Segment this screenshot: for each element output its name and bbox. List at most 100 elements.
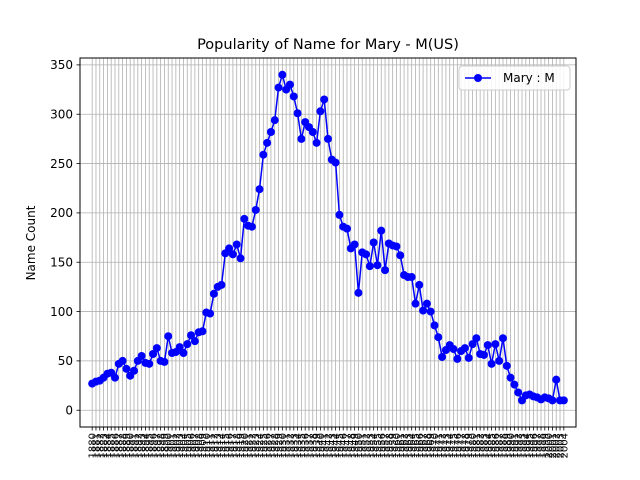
x-tick-label: 1975 <box>449 433 460 458</box>
legend-box <box>458 65 571 91</box>
x-tick-label: 1961 <box>396 433 407 458</box>
x-tick-label: 2003 <box>556 433 567 458</box>
y-tick-label: 300 <box>50 107 73 121</box>
data-point <box>270 116 279 125</box>
data-point <box>316 107 325 116</box>
x-tick-label: 1970 <box>430 433 441 458</box>
x-tick-label: 1978 <box>460 433 471 458</box>
data-point <box>552 375 561 384</box>
x-tick-label: 1994 <box>521 433 532 458</box>
x-tick-label: 1898 <box>156 433 167 458</box>
x-tick-label: 1989 <box>502 433 513 458</box>
x-tick-label: 1914 <box>217 433 228 458</box>
x-tick-label: 1972 <box>438 433 449 458</box>
x-tick-label: 1957 <box>381 433 392 458</box>
x-tick-label: 1974 <box>445 433 456 458</box>
data-point <box>419 306 428 315</box>
data-point <box>209 289 218 298</box>
x-tick-label: 1998 <box>537 433 548 458</box>
x-tick-label: 1896 <box>149 433 160 458</box>
y-tick-label: 350 <box>50 58 73 72</box>
data-point <box>145 359 154 368</box>
x-tick-label: 1933 <box>289 433 300 458</box>
x-tick-label: 1964 <box>407 433 418 458</box>
x-tick-label: 1881 <box>91 433 102 458</box>
series-layer <box>88 70 568 405</box>
x-tick-label: 1891 <box>130 433 141 458</box>
x-tick-label: 1904 <box>179 433 190 458</box>
y-tick-label: 0 <box>65 403 73 417</box>
data-point <box>232 240 241 249</box>
x-tick-label: 1954 <box>369 433 380 458</box>
data-point <box>187 331 196 340</box>
x-tick-label: 1893 <box>137 433 148 458</box>
x-tick-label: 1940 <box>316 433 327 458</box>
y-tick-label: 50 <box>58 354 73 368</box>
x-tick-label: 1928 <box>270 433 281 458</box>
data-point <box>362 250 371 259</box>
axis-ticks: 0501001502002503003501880188118821883188… <box>50 58 570 458</box>
x-tick-label: 1947 <box>343 433 354 458</box>
x-tick-label: 1931 <box>282 433 293 458</box>
data-point <box>392 242 401 251</box>
x-tick-label: 1906 <box>187 433 198 458</box>
data-point <box>506 373 515 382</box>
data-point <box>350 240 359 249</box>
x-tick-label: 1969 <box>426 433 437 458</box>
x-tick-label: 1968 <box>422 433 433 458</box>
data-point <box>206 309 215 318</box>
data-point <box>502 361 511 370</box>
data-point <box>190 337 199 346</box>
x-tick-label: 1939 <box>312 433 323 458</box>
data-point <box>514 388 523 397</box>
data-point <box>548 396 557 405</box>
data-point <box>396 251 405 260</box>
x-tick-label: 1894 <box>141 433 152 458</box>
x-tick-label: 1993 <box>517 433 528 458</box>
x-tick-label: 1982 <box>476 433 487 458</box>
x-tick-label: 1916 <box>225 433 236 458</box>
data-point <box>483 341 492 350</box>
x-tick-label: 1956 <box>377 433 388 458</box>
x-tick-label: 1960 <box>392 433 403 458</box>
x-tick-label: 1991 <box>510 433 521 458</box>
data-point <box>160 357 169 366</box>
data-point <box>240 214 249 223</box>
x-tick-label: 1927 <box>266 433 277 458</box>
data-point <box>415 280 424 289</box>
data-point <box>495 356 504 365</box>
plot-area-frame <box>79 57 577 428</box>
x-tick-label: 1934 <box>293 433 304 458</box>
data-point <box>274 83 283 92</box>
data-point <box>369 238 378 247</box>
y-tick-label: 250 <box>50 157 73 171</box>
x-tick-label: 1995 <box>525 433 536 458</box>
data-point <box>259 150 268 159</box>
x-tick-label: 1917 <box>228 433 239 458</box>
x-tick-label: 1949 <box>350 433 361 458</box>
data-point <box>122 364 131 373</box>
x-tick-label: 1965 <box>411 433 422 458</box>
data-point <box>373 261 382 270</box>
data-point <box>343 224 352 233</box>
data-point <box>430 321 439 330</box>
x-tick-label: 1936 <box>301 433 312 458</box>
data-point <box>453 354 462 363</box>
x-tick-label: 1882 <box>95 433 106 458</box>
data-point <box>407 273 416 282</box>
x-tick-label: 1924 <box>255 433 266 458</box>
data-point <box>460 344 469 353</box>
data-point <box>354 288 363 297</box>
x-tick-label: 1958 <box>384 433 395 458</box>
data-point <box>320 95 329 104</box>
x-tick-label: 1919 <box>236 433 247 458</box>
data-point <box>183 340 192 349</box>
x-tick-label: 1920 <box>240 433 251 458</box>
x-tick-label: 1944 <box>331 433 342 458</box>
data-point <box>381 266 390 275</box>
y-axis-label: Name Count <box>24 205 38 280</box>
data-point <box>422 299 431 308</box>
x-tick-label: 1886 <box>110 433 121 458</box>
x-tick-label: 1897 <box>152 433 163 458</box>
x-tick-label: 1885 <box>107 433 118 458</box>
